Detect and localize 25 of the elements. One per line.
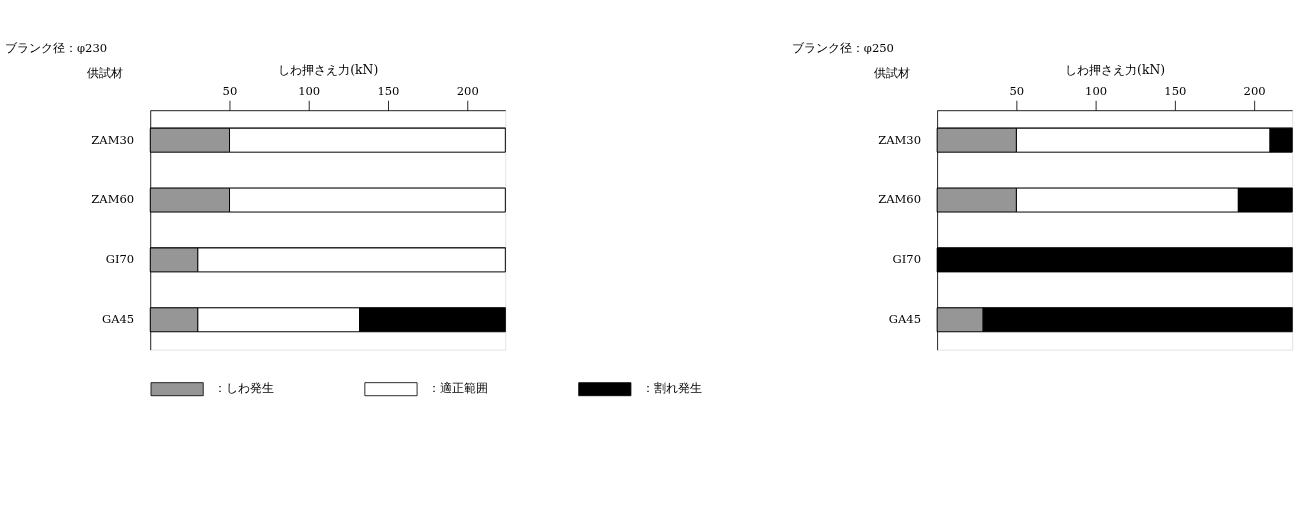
y-tick-label: ZAM30: [878, 132, 922, 147]
chart-title: ブランク径：φ230: [4, 41, 108, 56]
x-tick-label: 50: [1009, 83, 1025, 98]
legend-label: ：適正範囲: [427, 381, 488, 396]
x-axis-title: しわ押さえ力(kN): [278, 62, 379, 77]
x-tick-label: 100: [298, 83, 321, 98]
x-tick-label: 200: [456, 83, 479, 98]
x-tick-label: 100: [1085, 83, 1108, 98]
y-tick-label: ZAM30: [91, 132, 135, 147]
y-tick-label: GI70: [892, 252, 922, 267]
chart-title: ブランク径：φ250: [791, 41, 894, 56]
y-tick-label: ZAM60: [91, 192, 135, 207]
x-axis-title: しわ押さえ力(kN): [1065, 62, 1166, 77]
x-tick-label: 50: [222, 83, 238, 98]
y-axis-title: 供試材: [87, 65, 124, 80]
y-axis-title: 供試材: [874, 65, 911, 80]
x-tick-label: 150: [1164, 83, 1187, 98]
y-tick-label: GA45: [101, 312, 135, 327]
y-tick-label: GA45: [888, 312, 922, 327]
legend-label: ：割れ発生: [641, 381, 702, 396]
y-tick-label: GI70: [105, 252, 135, 267]
x-tick-label: 200: [1243, 83, 1266, 98]
y-tick-label: ZAM60: [878, 192, 922, 207]
x-tick-label: 150: [377, 83, 400, 98]
legend-label: ：しわ発生: [213, 381, 274, 396]
